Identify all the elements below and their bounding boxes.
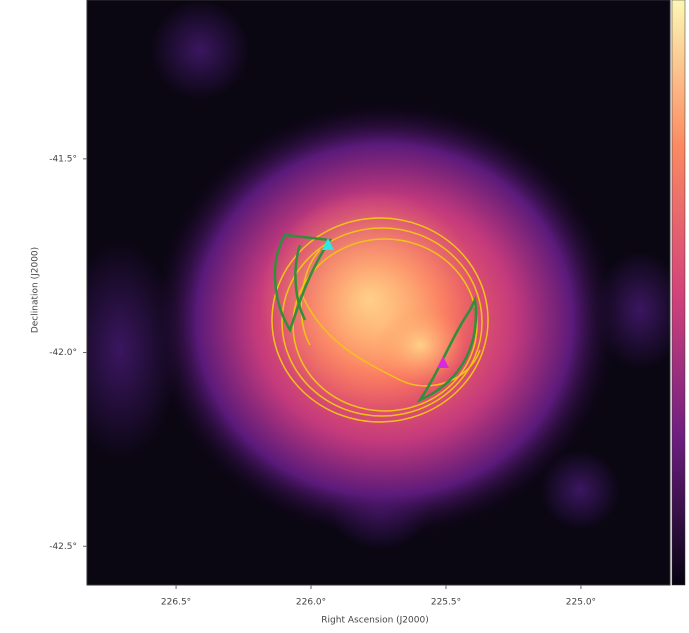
- x-axis-title: Right Ascension (J2000): [321, 616, 428, 626]
- y-tick-label: -42.5°: [49, 542, 77, 552]
- contours: [271, 217, 489, 423]
- y-tick-label: -42.0°: [49, 348, 77, 358]
- x-tick-label: 225.5°: [431, 598, 461, 608]
- plot-frame: [86, 0, 671, 586]
- y-axis-title: Declination (J2000): [31, 247, 41, 333]
- sky-map: [87, 0, 670, 585]
- x-tick-label: 226.0°: [296, 598, 326, 608]
- marker: [437, 356, 449, 368]
- x-tick-label: 225.0°: [566, 598, 596, 608]
- radio-contours: [273, 233, 478, 403]
- y-tick-label: -41.5°: [49, 154, 77, 164]
- x-tick-label: 226.5°: [161, 598, 191, 608]
- marker: [322, 238, 334, 250]
- colorbar: [671, 0, 686, 586]
